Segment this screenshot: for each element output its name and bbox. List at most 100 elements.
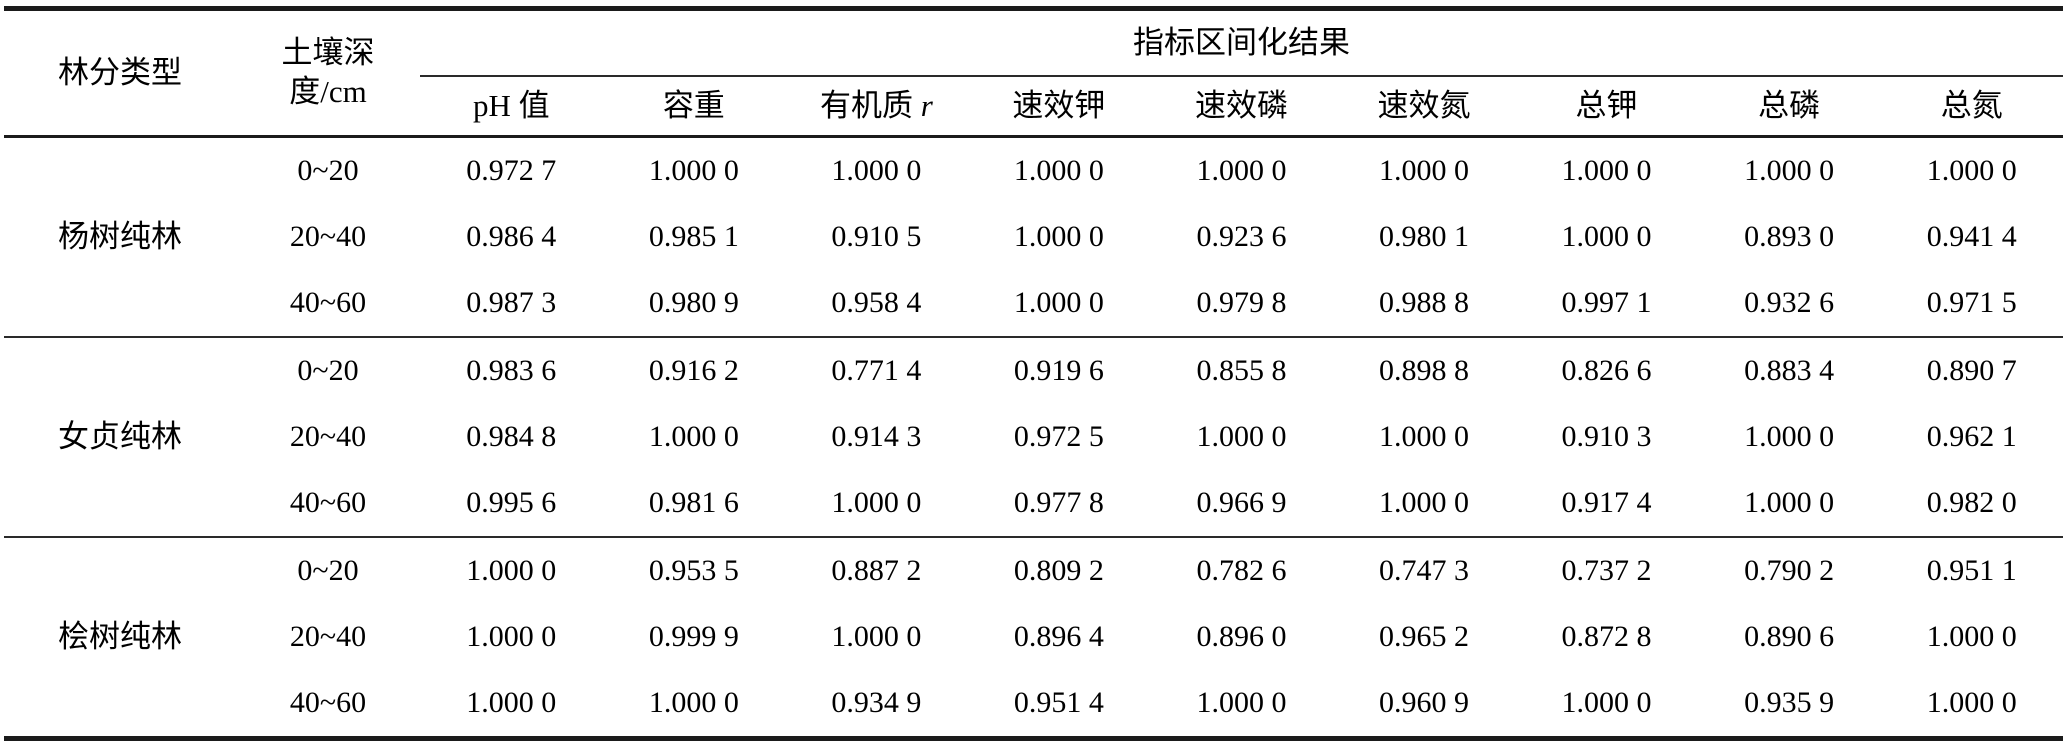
value-cell: 1.000 0 (1196, 686, 1287, 720)
table-row: 20~40 0.984 8 1.000 0 0.914 3 0.972 5 1.000 0… (4, 404, 2063, 470)
table-body: 杨树纯林 0~20 0.972 7 1.000 0 1.000 0 1.000 0 1.00… (4, 137, 2063, 739)
value-cell: 0.809 2 (967, 536, 1151, 604)
soil-depth-cell: 20~40 (289, 620, 367, 654)
value-cell: 1.000 0 (420, 536, 603, 604)
indicator-column-header: pH 值 (420, 76, 603, 138)
soil-depth-cell: 0~20 (236, 536, 420, 604)
table-header: 林分类型 土壤深 度/cm 指标区间化结果 pH 值 容重 有机质 r 速效钾 速效磷 速… (4, 8, 2063, 138)
value-cell: 0.910 5 (831, 220, 922, 254)
value-cell: 0.965 2 (1379, 620, 1469, 654)
value-cell: 0.910 3 (1561, 420, 1652, 454)
value-cell: 1.000 0 (1013, 220, 1104, 254)
indicator-column-label: 容重 (662, 87, 725, 123)
header-row-1: 林分类型 土壤深 度/cm 指标区间化结果 (4, 8, 2063, 138)
indicator-column-header: 速效氮 (1332, 76, 1516, 138)
soil-indicator-table: 林分类型 土壤深 度/cm 指标区间化结果 pH 值 容重 有机质 r 速效钾 速效磷 速… (4, 6, 2063, 741)
table-row: 40~60 0.995 6 0.981 6 1.000 0 0.977 8 0.966 9… (4, 470, 2063, 537)
value-cell: 0.958 4 (831, 286, 922, 320)
value-cell: 1.000 0 (1561, 154, 1652, 188)
value-cell: 0.737 2 (1515, 536, 1698, 604)
indicator-column-header: 总钾 (1515, 76, 1698, 138)
value-cell: 0.914 3 (831, 420, 922, 454)
soil-depth-cell: 0~20 (236, 336, 420, 404)
indicator-column-header: 总磷 (1697, 76, 1881, 138)
value-cell: 0.988 8 (1379, 286, 1469, 320)
table-row: 40~60 1.000 0 1.000 0 0.934 9 0.951 4 1.000 0… (4, 670, 2063, 739)
value-cell: 0.935 9 (1744, 686, 1835, 720)
value-cell: 0.923 6 (1196, 220, 1287, 254)
value-cell: 1.000 0 (1926, 154, 2017, 188)
value-cell: 1.000 0 (648, 420, 739, 454)
indicator-column-label: 有机质 (819, 87, 913, 123)
value-cell: 0.999 9 (648, 620, 739, 654)
value-cell: 1.000 0 (1744, 154, 1835, 188)
value-cell: 0.951 1 (1880, 536, 2063, 604)
value-cell: 1.000 0 (1013, 154, 1104, 188)
value-cell: 0.960 9 (1379, 686, 1469, 720)
value-cell: 0.747 3 (1332, 536, 1516, 604)
value-cell: 1.000 0 (648, 686, 739, 720)
value-cell: 1.000 0 (1379, 154, 1469, 188)
value-cell: 1.000 0 (1926, 686, 2017, 720)
indicator-column-italic-symbol: r (920, 87, 933, 123)
soil-depth-cell: 0~20 (297, 154, 359, 188)
value-cell: 0.981 6 (648, 486, 739, 520)
value-cell: 1.000 0 (1561, 220, 1652, 254)
value-cell: 0.790 2 (1697, 536, 1881, 604)
value-cell: 0.979 8 (1196, 286, 1287, 320)
value-cell: 0.977 8 (1013, 486, 1104, 520)
value-cell: 0.971 5 (1926, 286, 2017, 320)
indicator-column-header: 速效磷 (1150, 76, 1333, 138)
indicator-column-label: 速效氮 (1377, 87, 1471, 123)
value-cell: 0.972 5 (1013, 420, 1104, 454)
value-cell: 1.000 0 (831, 154, 922, 188)
value-cell: 0.997 1 (1561, 286, 1652, 320)
header-row-2: pH 值 容重 有机质 r 速效钾 速效磷 速效氮 总钾 总磷 总氮 (4, 76, 2063, 138)
table-row: 20~40 1.000 0 0.999 9 1.000 0 0.896 4 0.896 0… (4, 604, 2063, 670)
value-cell: 0.962 1 (1926, 420, 2017, 454)
soil-depth-cell: 40~60 (289, 286, 367, 320)
value-cell: 0.872 8 (1561, 620, 1652, 654)
value-cell: 0.887 2 (785, 536, 968, 604)
column-header-soil-depth: 土壤深 度/cm (236, 8, 420, 138)
indicator-column-label: 总氮 (1940, 87, 2003, 123)
value-cell: 0.987 3 (466, 286, 557, 320)
forest-type-cell: 女贞纯林 (4, 336, 236, 537)
value-cell: 0.941 4 (1926, 220, 2017, 254)
table-row: 40~60 0.987 3 0.980 9 0.958 4 1.000 0 0.979 8… (4, 270, 2063, 337)
value-cell: 1.000 0 (1379, 420, 1469, 454)
indicator-column-header: 总氮 (1880, 76, 2063, 138)
indicator-column-label: 速效钾 (1012, 87, 1106, 123)
soil-depth-cell: 20~40 (289, 420, 367, 454)
value-cell: 1.000 0 (1013, 286, 1104, 320)
value-cell: 0.896 4 (1013, 620, 1104, 654)
value-cell: 1.000 0 (1196, 154, 1287, 188)
value-cell: 1.000 0 (1744, 420, 1835, 454)
value-cell: 0.890 7 (1880, 336, 2063, 404)
value-cell: 1.000 0 (466, 686, 557, 720)
value-cell: 0.983 6 (420, 336, 603, 404)
value-cell: 1.000 0 (1561, 686, 1652, 720)
value-cell: 0.984 8 (466, 420, 557, 454)
value-cell: 0.995 6 (466, 486, 557, 520)
value-cell: 1.000 0 (466, 620, 557, 654)
value-cell: 0.985 1 (648, 220, 739, 254)
soil-depth-cell: 40~60 (289, 486, 367, 520)
value-cell: 0.916 2 (602, 336, 786, 404)
forest-type-cell: 杨树纯林 (58, 218, 182, 254)
value-cell: 0.898 8 (1332, 336, 1516, 404)
value-cell: 0.771 4 (785, 336, 968, 404)
soil-depth-header-line1: 土壤深 (281, 35, 375, 71)
value-cell: 0.982 0 (1926, 486, 2017, 520)
value-cell: 0.782 6 (1150, 536, 1333, 604)
column-header-indicator-results: 指标区间化结果 (420, 8, 2063, 77)
value-cell: 0.934 9 (831, 686, 922, 720)
indicator-column-label: 总钾 (1575, 87, 1638, 123)
value-cell: 1.000 0 (1744, 486, 1835, 520)
value-cell: 0.932 6 (1744, 286, 1835, 320)
indicator-column-label: pH 值 (472, 87, 550, 123)
indicator-column-header: 有机质 r (785, 76, 968, 138)
value-cell: 0.980 9 (648, 286, 739, 320)
value-cell: 0.919 6 (967, 336, 1151, 404)
